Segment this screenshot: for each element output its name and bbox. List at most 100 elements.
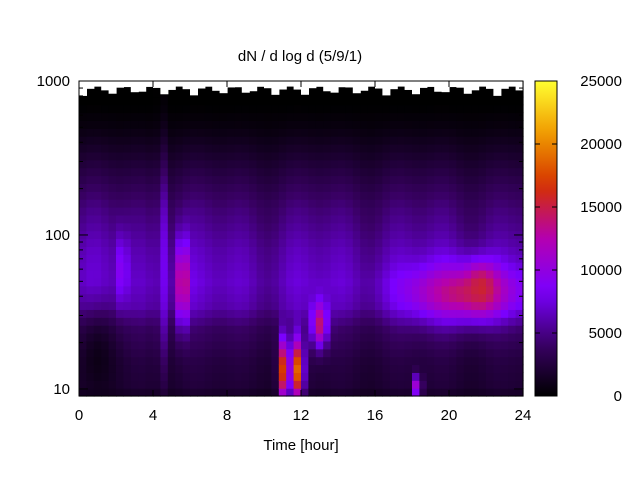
heatmap-cell — [508, 348, 517, 358]
heatmap-cell — [190, 214, 198, 224]
heatmap-cell — [204, 254, 213, 263]
heatmap-cell — [271, 293, 280, 303]
heatmap-cell — [241, 262, 250, 271]
heatmap-cell — [478, 309, 487, 318]
heatmap-cell — [86, 159, 95, 169]
heatmap-cell — [293, 340, 302, 350]
heatmap-cell — [486, 88, 494, 98]
heatmap-cell — [426, 175, 435, 184]
heatmap-cell — [116, 144, 124, 153]
heatmap-cell — [338, 183, 346, 192]
heatmap-cell — [375, 270, 383, 279]
heatmap-cell — [308, 104, 317, 114]
no-data-region — [116, 81, 124, 88]
heatmap-cell — [508, 88, 517, 98]
heatmap-cell — [360, 199, 369, 208]
heatmap-cell — [375, 333, 383, 342]
no-data-region — [478, 81, 487, 87]
heatmap-cell — [345, 96, 354, 106]
no-data-region — [308, 81, 317, 89]
heatmap-cell — [441, 277, 450, 287]
heatmap-cell — [463, 293, 472, 303]
heatmap-cell — [197, 380, 206, 389]
heatmap-cell — [456, 88, 465, 98]
heatmap-cell — [419, 222, 428, 232]
heatmap-cell — [367, 380, 376, 389]
heatmap-cell — [367, 325, 376, 334]
heatmap-cell — [101, 230, 110, 240]
heatmap-cell — [389, 207, 398, 216]
heatmap-cell — [397, 293, 406, 303]
heatmap-cell — [278, 317, 287, 326]
heatmap-cell — [345, 277, 354, 287]
heatmap-cell — [345, 222, 354, 232]
heatmap-cell — [234, 214, 243, 224]
heatmap-cell — [101, 112, 110, 121]
heatmap-cell — [101, 167, 110, 177]
heatmap-cell — [426, 270, 435, 279]
heatmap-cell — [308, 262, 317, 271]
heatmap-cell — [130, 175, 139, 184]
heatmap-cell — [160, 293, 169, 303]
heatmap-cell — [463, 348, 472, 358]
heatmap-cell — [197, 309, 206, 318]
heatmap-cell — [219, 144, 228, 153]
heatmap-cell — [382, 120, 391, 129]
heatmap-cell — [345, 120, 354, 129]
heatmap-cell — [197, 356, 206, 366]
heatmap-cell — [352, 214, 361, 224]
heatmap-cell — [412, 380, 420, 389]
heatmap-cell — [323, 88, 332, 98]
heatmap-cell — [463, 167, 472, 177]
heatmap-cell — [375, 144, 383, 153]
heatmap-cell — [412, 222, 420, 232]
heatmap-cell — [108, 254, 117, 263]
heatmap-cell — [500, 128, 509, 137]
heatmap-cell — [463, 112, 472, 121]
heatmap-cell — [101, 270, 110, 279]
heatmap-cell — [190, 175, 198, 184]
heatmap-cell — [93, 364, 102, 373]
heatmap-cell — [93, 167, 102, 177]
heatmap-cell — [352, 96, 361, 106]
heatmap-cell — [330, 317, 339, 326]
heatmap-cell — [330, 309, 339, 318]
heatmap-cell — [108, 372, 117, 381]
heatmap-cell — [79, 317, 87, 326]
heatmap-cell — [101, 88, 110, 98]
heatmap-cell — [404, 151, 413, 161]
heatmap-cell — [426, 144, 435, 153]
heatmap-cell — [301, 285, 309, 295]
heatmap-cell — [382, 254, 391, 263]
heatmap-cell — [286, 246, 295, 255]
heatmap-cell — [500, 270, 509, 279]
heatmap-cell — [493, 277, 502, 287]
heatmap-cell — [293, 191, 302, 200]
heatmap-cell — [227, 128, 235, 137]
heatmap-cell — [108, 104, 117, 114]
heatmap-cell — [330, 88, 339, 98]
heatmap-cell — [190, 262, 198, 271]
heatmap-cell — [86, 207, 95, 216]
heatmap-cell — [493, 340, 502, 350]
heatmap-cell — [182, 325, 191, 334]
heatmap-cell — [86, 340, 95, 350]
heatmap-cell — [86, 191, 95, 200]
heatmap-cell — [397, 348, 406, 358]
heatmap-cell — [264, 167, 272, 177]
heatmap-cell — [153, 104, 161, 114]
heatmap-cell — [382, 238, 391, 247]
heatmap-cell — [323, 325, 332, 334]
heatmap-cell — [345, 380, 354, 389]
heatmap-cell — [145, 207, 154, 216]
heatmap-cell — [441, 222, 450, 232]
heatmap-cell — [116, 120, 124, 129]
heatmap-cell — [160, 246, 169, 255]
heatmap-cell — [338, 128, 346, 137]
heatmap-cell — [241, 222, 250, 232]
heatmap-cell — [264, 285, 272, 295]
heatmap-cell — [108, 380, 117, 389]
heatmap-cell — [315, 317, 324, 326]
heatmap-cell — [212, 222, 221, 232]
heatmap-cell — [352, 254, 361, 263]
